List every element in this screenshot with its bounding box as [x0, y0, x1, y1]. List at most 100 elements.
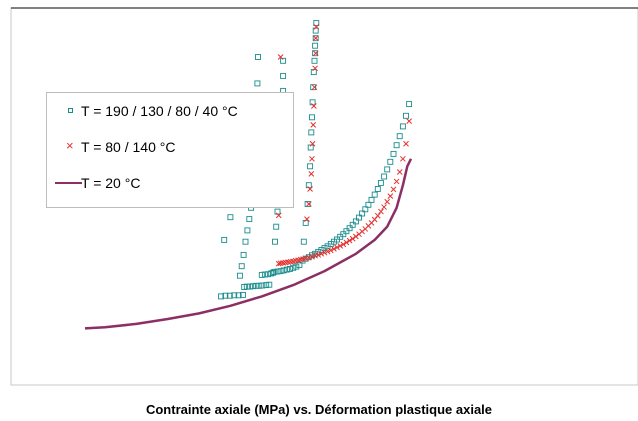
series-1-point [283, 266, 290, 273]
series-2-point [277, 54, 284, 60]
series-1-point [356, 214, 362, 221]
series-1-point [374, 186, 381, 192]
series-2-point [346, 237, 353, 244]
series-2-point [337, 243, 344, 249]
series-1-point [258, 271, 265, 278]
series-1-point [368, 196, 375, 203]
series-2-point [275, 260, 282, 267]
series-2-point [321, 249, 328, 256]
series-1-point [270, 269, 277, 276]
series-2 [275, 23, 412, 267]
series-2-point [343, 239, 350, 246]
series-1-point [254, 80, 261, 87]
series-2-point [403, 140, 409, 147]
series-2-point [381, 204, 387, 210]
series-2-point [331, 246, 337, 252]
series-1-point [346, 225, 353, 232]
series-1-point [362, 206, 369, 213]
series-2-point [275, 212, 282, 219]
series-1-point [259, 282, 266, 289]
series-1-point [287, 265, 293, 272]
series-1-point [318, 247, 325, 253]
series-1-point [340, 231, 347, 238]
series-1-point [242, 238, 249, 245]
series-1-point [231, 292, 238, 299]
series-2-point [310, 103, 317, 109]
series-1-point [390, 150, 397, 157]
series-2-point [310, 122, 317, 128]
series-1-point [272, 238, 278, 245]
series-2-point [309, 155, 315, 162]
series-1-point [253, 282, 260, 289]
legend-entry-series-2: × T = 80 / 140 °C [47, 137, 293, 157]
chart-title: Contrainte axiale (MPa) vs. Déformation … [145, 402, 493, 417]
series-2-point [318, 250, 325, 257]
series-1-point [321, 245, 328, 252]
series-2-point [307, 186, 313, 192]
series-2-point [324, 248, 331, 255]
series-1-point [307, 163, 314, 170]
series-2-point [406, 118, 412, 124]
series-1-point [384, 166, 391, 173]
series-2-point [384, 198, 391, 205]
series-1-point [240, 291, 246, 298]
series-1-point [280, 267, 287, 274]
series-1-point [271, 268, 278, 275]
series-2-point [315, 252, 322, 258]
series-1-point [359, 210, 366, 217]
open-square-marker-icon [47, 101, 81, 121]
series-1-point [273, 223, 280, 230]
legend: T = 190 / 130 / 80 / 40 °C × T = 80 / 14… [46, 92, 294, 208]
series-2-point [390, 186, 397, 193]
line-marker-icon [47, 173, 82, 193]
series-2-point [352, 233, 359, 240]
series-1-point [222, 292, 229, 299]
series-2-point [327, 247, 334, 254]
series-1-point [312, 42, 319, 49]
series-1-point [268, 270, 275, 277]
series-2-point [378, 208, 384, 215]
series-2-point [305, 201, 312, 207]
series-1-point [313, 20, 320, 27]
legend-label-series-2: T = 80 / 140 °C [81, 139, 176, 155]
series-1-point [263, 282, 270, 289]
legend-label-series-1: T = 190 / 130 / 80 / 40 °C [81, 103, 238, 119]
series-2-point [312, 50, 319, 57]
series-1-point [309, 114, 315, 121]
series-1-point [371, 191, 378, 198]
series-2-point [311, 84, 318, 91]
series-1-point [238, 263, 245, 270]
series-1-point [387, 158, 394, 165]
series-1-point [312, 50, 319, 57]
series-1-point [293, 263, 300, 270]
series-1-point [227, 214, 234, 221]
series-1-point [304, 201, 311, 207]
series-2-point [312, 35, 319, 42]
series-1-point [403, 112, 409, 119]
series-2-point [309, 253, 315, 260]
series-1-point [280, 72, 287, 79]
series-2-point [349, 235, 356, 242]
series-1-point [310, 84, 317, 91]
series-1-point [352, 218, 359, 225]
series-2-point [313, 23, 320, 30]
series-1-point [343, 228, 350, 235]
cross-marker-icon: × [66, 138, 74, 153]
series-3-line [84, 158, 413, 330]
series-1-point [274, 268, 281, 275]
series-2-point [312, 65, 318, 72]
series-2-point [334, 244, 340, 251]
series-1-point [280, 57, 287, 64]
series-1-point [256, 282, 263, 289]
series-layer [84, 20, 413, 330]
series-1-point [308, 129, 315, 136]
series-1-point [236, 272, 243, 279]
series-1-point [399, 123, 406, 130]
series-1-point [365, 201, 372, 208]
series-1-point [221, 236, 228, 243]
series-2-point [340, 241, 347, 248]
legend-entry-series-1: T = 190 / 130 / 80 / 40 °C [47, 101, 293, 121]
series-1-point [246, 216, 253, 223]
series-1-point [250, 283, 256, 290]
